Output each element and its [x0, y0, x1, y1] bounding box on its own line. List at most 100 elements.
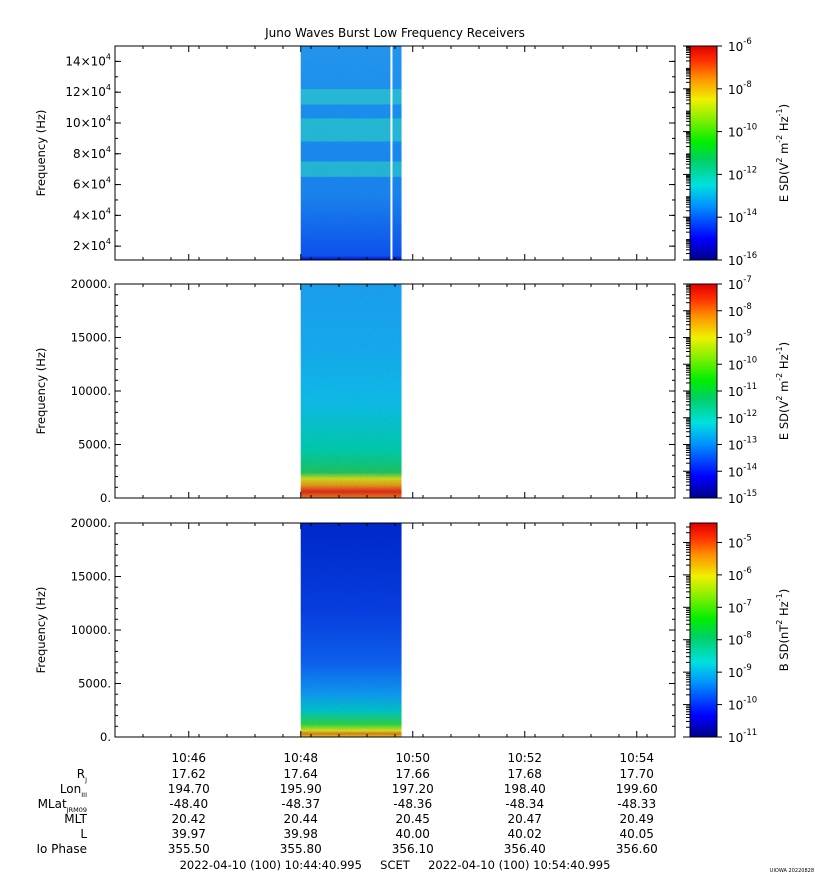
ephemeris-value: -48.36: [393, 797, 432, 811]
colorbar-tick-label: 10-9: [728, 663, 752, 680]
ephemeris-value: 355.50: [168, 842, 210, 856]
ephemeris-value: -48.37: [281, 797, 320, 811]
ephemeris-value: -48.33: [617, 797, 656, 811]
colorbar-tick-label: 10-13: [728, 436, 757, 453]
ephemeris-value: 20.44: [284, 812, 318, 826]
emission-band: [300, 161, 402, 177]
spectrogram-noise: [300, 523, 402, 737]
footer-stamp: UIOWA 20220828: [770, 868, 814, 874]
x-tick-label: 10:50: [395, 751, 430, 765]
ephemeris-table: RJ 17.62 17.64 17.66 17.68 17.70 LonIII 194.70 1…: [36, 767, 657, 856]
colorbar-tick-label: 10-5: [728, 533, 752, 550]
y-tick-label: 6×104: [73, 176, 111, 192]
y-axis-label: Frequency (Hz): [34, 587, 48, 674]
ephemeris-row-label: Io Phase: [36, 842, 87, 856]
colorbar-label: B SD(nT2 Hz-1): [775, 589, 791, 671]
colorbar: [689, 283, 718, 499]
chart-title: Juno Waves Burst Low Frequency Receivers: [264, 26, 525, 40]
spectrogram-noise: [300, 284, 402, 498]
colorbar-tick-label: 10-6: [728, 37, 752, 54]
panel-3: 0. 5000. 10000. 15000. 20000. Frequency (Hz) 1…: [34, 516, 791, 745]
ephemeris-value: 39.98: [284, 827, 318, 841]
colorbar-tick-label: 10-16: [728, 251, 757, 268]
x-tick-label: 10:46: [171, 751, 206, 765]
colorbar: [689, 522, 718, 738]
ephemeris-value: 198.40: [504, 782, 546, 796]
colorbar-tick-label: 10-10: [728, 355, 757, 372]
colorbar-tick-label: 10-11: [728, 728, 757, 745]
ephemeris-value: 195.90: [280, 782, 322, 796]
colorbar-tick-label: 10-6: [728, 566, 752, 583]
x-tick-label: 10:54: [619, 751, 654, 765]
colorbar-tick-label: 10-14: [728, 208, 757, 225]
ephemeris-row-label: MLT: [64, 812, 87, 826]
ephemeris-value: 356.10: [392, 842, 434, 856]
ephemeris-value: -48.40: [169, 797, 208, 811]
ephemeris-row-label: MLatJRM09: [38, 797, 87, 814]
time-axis-labels: 10:46 10:48 10:50 10:52 10:54: [171, 751, 654, 765]
colorbar-tick-label: 10-10: [728, 696, 757, 713]
ephemeris-value: 355.80: [280, 842, 322, 856]
ephemeris-value: 17.66: [396, 767, 430, 781]
ephemeris-value: 194.70: [168, 782, 210, 796]
colorbar-label: E SD(V2 m-2 Hz-1): [775, 104, 791, 202]
colorbar-tick-label: 10-15: [728, 489, 757, 506]
y-tick-label: 4×104: [73, 206, 111, 222]
ephemeris-value: 356.40: [504, 842, 546, 856]
y-tick-label: 15000.: [71, 331, 111, 345]
colorbar-tick-label: 10-12: [728, 165, 757, 182]
ephemeris-value: 17.64: [284, 767, 318, 781]
y-tick-label: 5000.: [78, 677, 111, 691]
y-tick-label: 5000.: [78, 438, 111, 452]
ephemeris-value: 17.62: [172, 767, 206, 781]
colorbar-tick-label: 10-12: [728, 409, 757, 426]
colorbar-tick-label: 10-8: [728, 631, 752, 648]
ephemeris-value: 40.00: [396, 827, 430, 841]
ephemeris-value: 197.20: [392, 782, 434, 796]
ephemeris-value: 20.45: [396, 812, 430, 826]
colorbar-tick-label: 10-14: [728, 462, 757, 479]
ephemeris-value: -48.34: [505, 797, 544, 811]
x-tick-label: 10:48: [283, 751, 318, 765]
ephemeris-value: 356.60: [616, 842, 658, 856]
ephemeris-row-label: RJ: [77, 767, 87, 784]
y-tick-label: 0.: [100, 491, 111, 505]
panel-1: 2×104 4×104 6×104 8×104 10×104 12×104 14×104 Fr…: [34, 37, 791, 268]
colorbar-tick-label: 10-8: [728, 80, 752, 97]
ephemeris-value: 20.47: [508, 812, 542, 826]
y-tick-label: 0.: [100, 730, 111, 744]
y-tick-label: 2×104: [73, 237, 111, 253]
colorbar-tick-label: 10-11: [728, 382, 757, 399]
emission-band: [300, 89, 402, 105]
colorbar-tick-label: 10-7: [728, 275, 752, 292]
ephemeris-value: 17.70: [620, 767, 654, 781]
colorbar-tick-label: 10-7: [728, 598, 752, 615]
panel-2: 0. 5000. 10000. 15000. 20000. Frequency (Hz) 1…: [34, 275, 791, 506]
colorbar-tick-label: 10-8: [728, 302, 752, 319]
ephemeris-value: 39.97: [172, 827, 206, 841]
ephemeris-value: 17.68: [508, 767, 542, 781]
y-axis-label: Frequency (Hz): [34, 110, 48, 197]
y-tick-label: 10000.: [71, 384, 111, 398]
y-tick-label: 10×104: [65, 114, 111, 130]
y-tick-label: 14×104: [65, 52, 111, 68]
y-tick-label: 8×104: [73, 145, 111, 161]
y-tick-label: 12×104: [65, 83, 111, 99]
y-tick-label: 10000.: [71, 623, 111, 637]
colorbar: [689, 45, 718, 261]
ephemeris-value: 40.05: [620, 827, 654, 841]
colorbar-label: E SD(V2 m-2 Hz-1): [775, 342, 791, 440]
ephemeris-value: 199.60: [616, 782, 658, 796]
emission-band: [300, 118, 402, 142]
ephemeris-row-label: L: [80, 827, 87, 841]
colorbar-tick-label: 10-9: [728, 329, 752, 346]
y-tick-label: 15000.: [71, 570, 111, 584]
colorbar-tick-label: 10-10: [728, 123, 757, 140]
y-tick-label: 20000.: [71, 516, 111, 530]
ephemeris-value: 20.42: [172, 812, 206, 826]
x-tick-label: 10:52: [507, 751, 542, 765]
spectrogram-noise: [300, 46, 402, 260]
y-tick-label: 20000.: [71, 277, 111, 291]
time-range-label: 2022-04-10 (100) 10:44:40.995 SCET 2022-…: [180, 858, 611, 872]
